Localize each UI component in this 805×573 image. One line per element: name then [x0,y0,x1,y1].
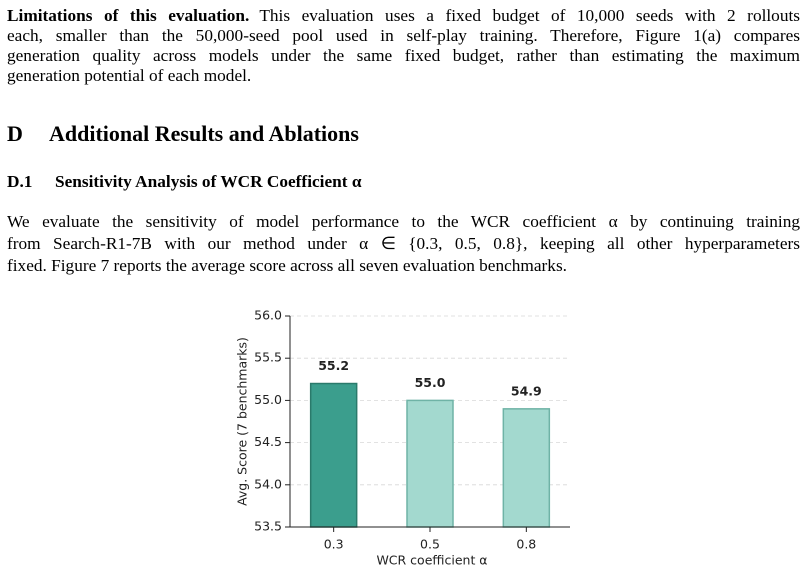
x-tick-label: 0.3 [324,537,344,552]
bar [406,399,454,528]
paragraph-lead: Limitations of this evaluation. [7,6,250,25]
bar [502,408,551,528]
text-line: from Search-R1-7B with our method under … [7,234,800,253]
text-line: We evaluate the sensitivity of model per… [7,212,800,231]
section-title: Additional Results and Ablations [49,121,359,146]
section-heading: D Additional Results and Ablations [7,121,359,147]
subsection-number: D.1 [7,172,33,191]
bar [309,382,358,528]
text: This evaluation uses a fixed budget of 1… [259,6,800,25]
x-axis-label: WCR coefficient α [376,553,487,568]
y-axis-label: Avg. Score (7 benchmarks) [235,337,250,506]
y-tick-label: 56.0 [254,308,282,323]
text-line: generation quality across models under t… [7,46,800,65]
value-label: 55.0 [415,375,446,390]
text-line: fixed. Figure 7 reports the average scor… [7,256,567,275]
value-label: 55.2 [318,358,349,373]
y-tick-label: 53.5 [254,519,282,534]
text-line: generation potential of each model. [7,66,252,85]
y-tick-label: 55.0 [254,392,282,407]
y-tick-label: 55.5 [254,350,282,365]
subsection-title: Sensitivity Analysis of WCR Coefficient … [55,172,362,191]
section-number: D [7,121,23,146]
text-line: each, smaller than the 50,000-seed pool … [7,26,800,45]
x-tick-label: 0.5 [420,537,440,552]
chart: 53.5 54.0 54.5 55.0 55.5 56.0 55.2 0.3 55.0 0.5 54… [235,308,570,568]
x-tick-label: 0.8 [516,537,536,552]
value-label: 54.9 [511,383,542,398]
text-line: Limitations of this evaluation. This eval… [7,6,800,26]
y-tick-label: 54.0 [254,476,282,491]
subsection-heading: D.1 Sensitivity Analysis of WCR Coefficie… [7,172,361,192]
y-tick-label: 54.5 [254,434,282,449]
